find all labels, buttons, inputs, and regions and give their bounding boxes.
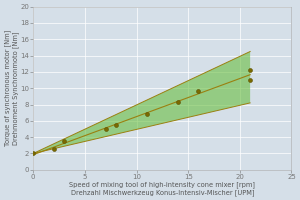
Point [62,140,67,143]
Point [248,69,253,72]
Point [176,100,180,104]
Point [196,89,201,92]
Point [113,123,118,127]
Point [248,78,253,82]
Point [103,127,108,131]
Polygon shape [33,52,250,153]
Point [52,148,56,151]
Point [31,152,36,155]
Point [144,112,149,115]
X-axis label: Speed of mixing tool of high-intensity cone mixer [rpm]
Drehzahl Mischwerkzeug K: Speed of mixing tool of high-intensity c… [69,181,255,196]
Y-axis label: Torque of synchronous motor [Nm]
Drehmoment Synchronmoto [Nm]: Torque of synchronous motor [Nm] Drehmom… [4,30,19,146]
